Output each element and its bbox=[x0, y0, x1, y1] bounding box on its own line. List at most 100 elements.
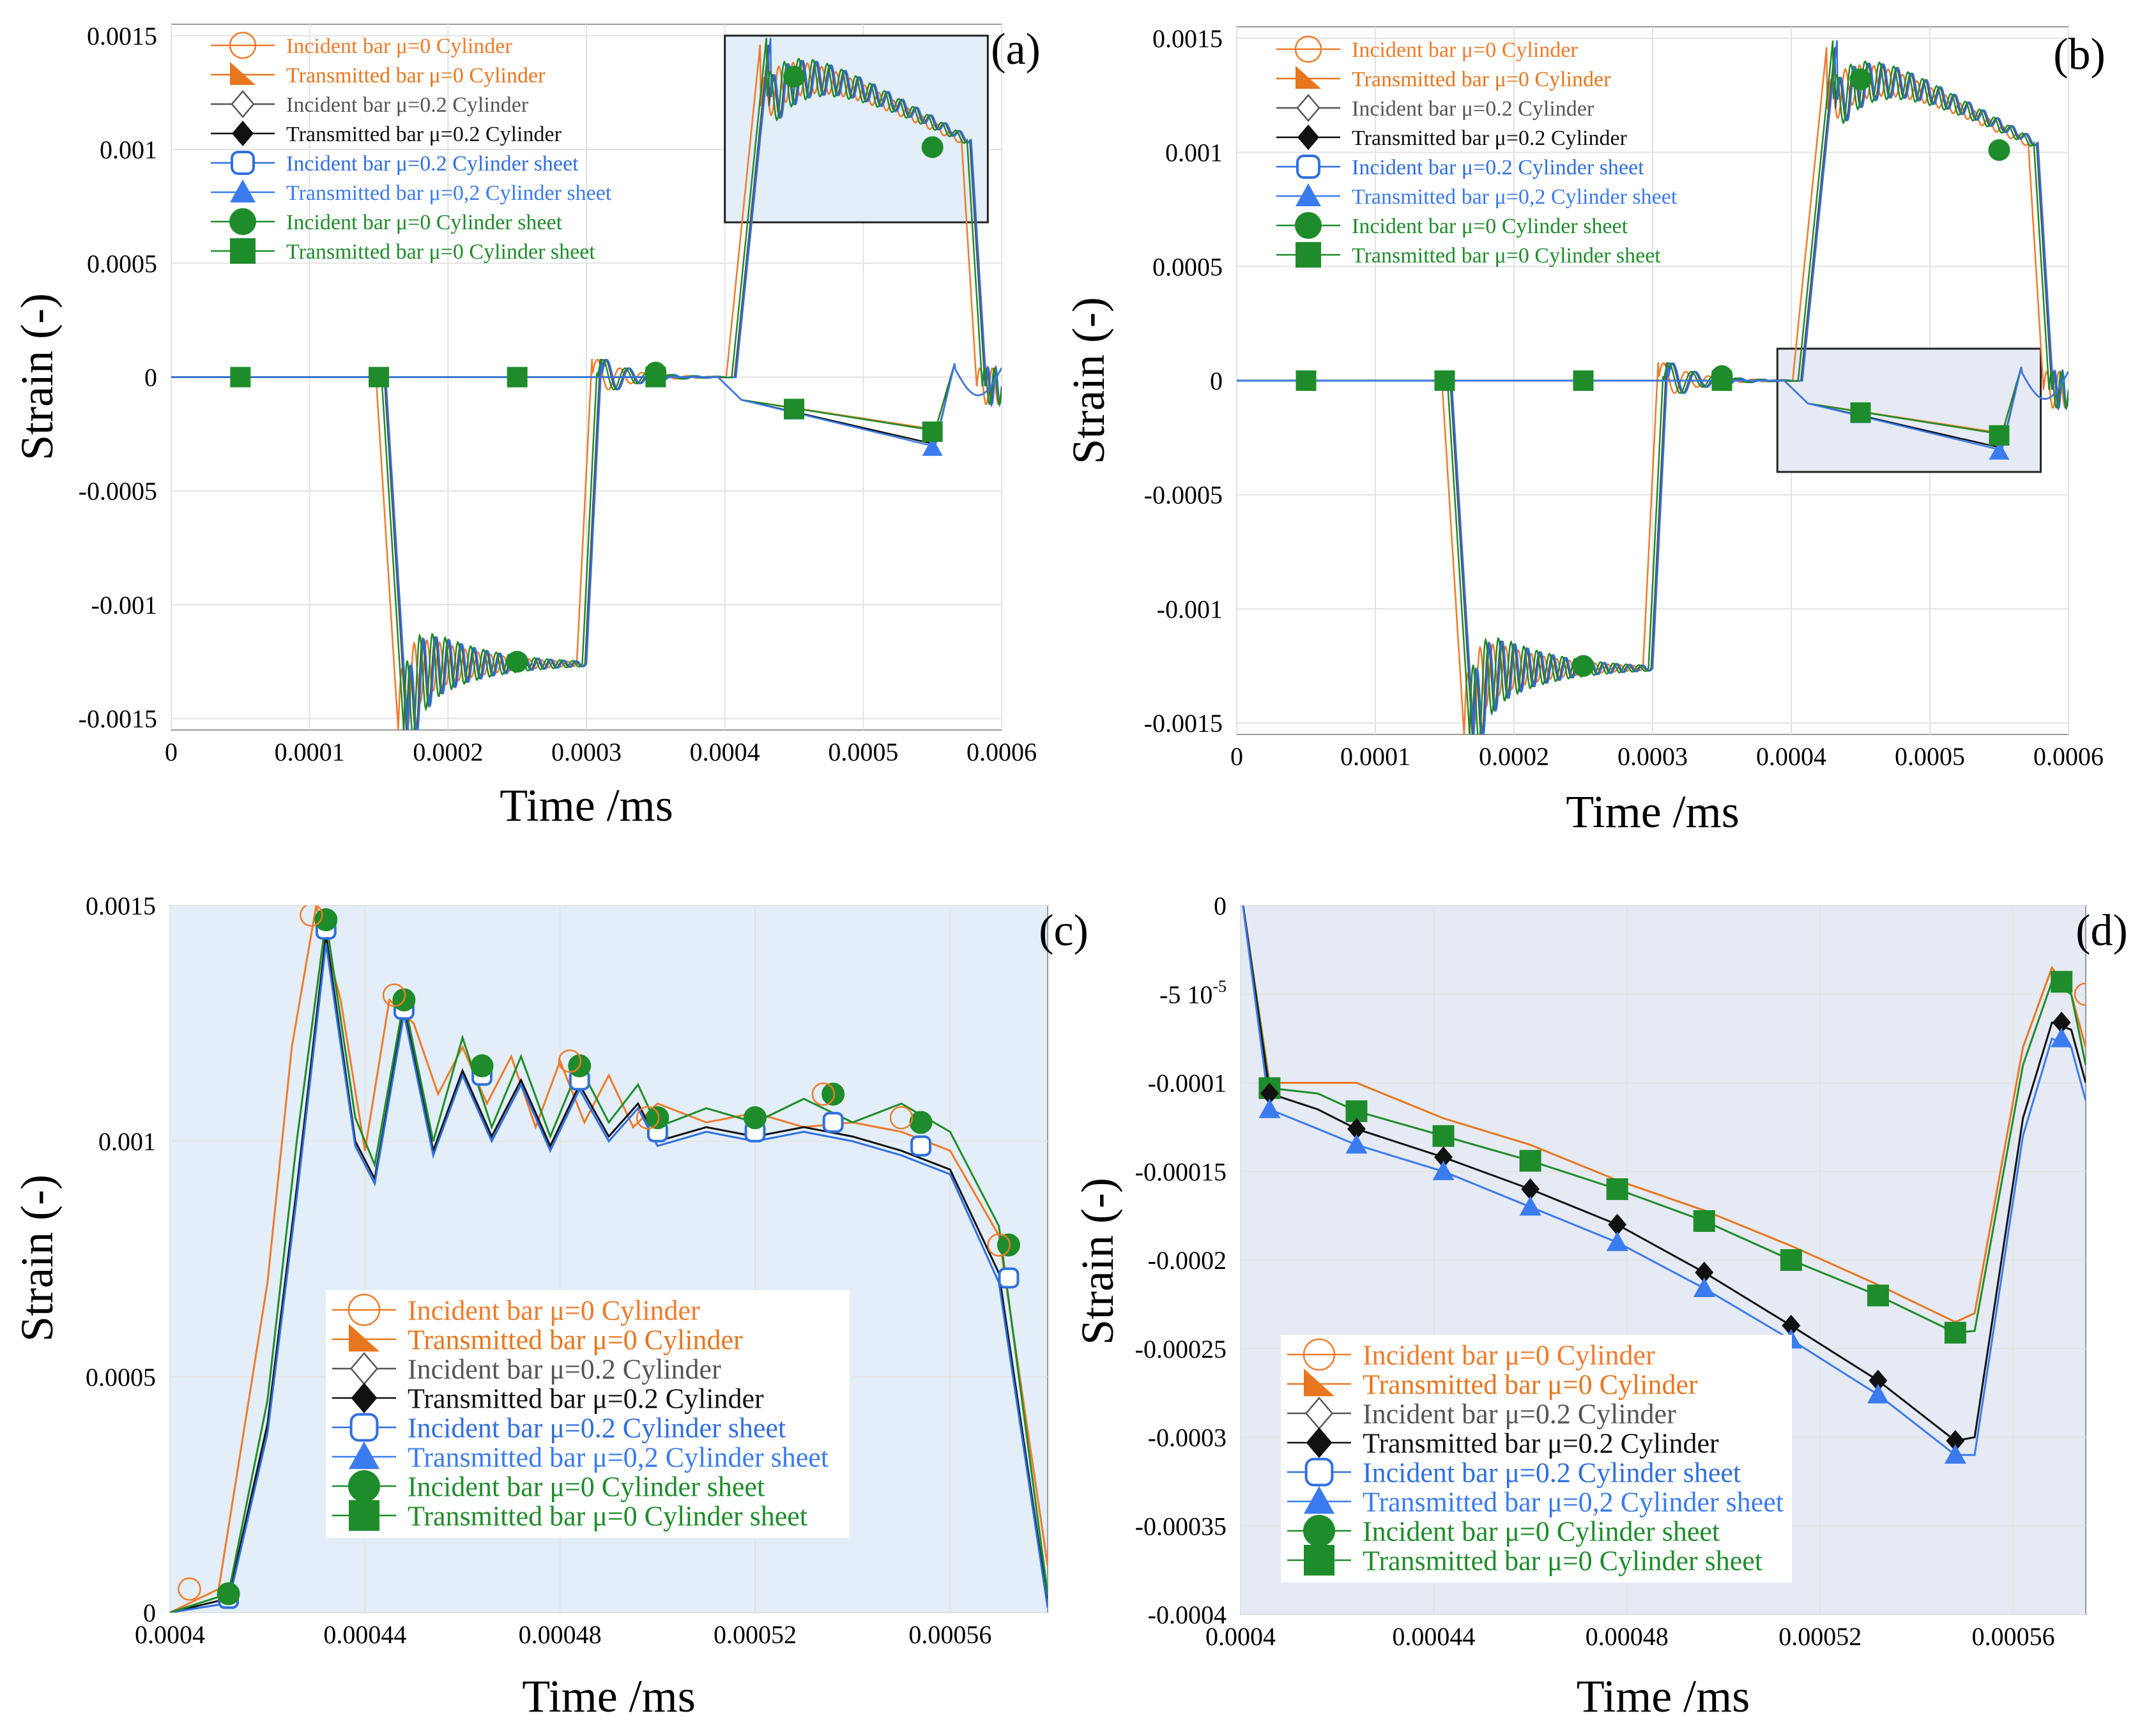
y-axis-label: Strain (-) bbox=[1063, 297, 1114, 464]
chart-panel-b: 0 0.0001 0.0002 0.0003 0.0004 0.0005 0.0006 0.0… bbox=[1063, 24, 2106, 837]
series-line-incs0 bbox=[1242, 906, 2086, 1334]
data-point-trs0 bbox=[1867, 1284, 1889, 1307]
legend-entry-trs0: Transmitted bar μ=0 Cylinder sheet bbox=[1287, 1545, 1762, 1576]
data-point-tr02 bbox=[1946, 1430, 1965, 1452]
y-axis-label: Strain (-) bbox=[11, 1174, 63, 1342]
chart-panel-d: 0.0004 0.00044 0.00048 0.00052 0.00056 0 -5 10… bbox=[1072, 892, 2128, 1722]
legend-marker-incs02 bbox=[1296, 155, 1320, 179]
data-point-inc0 bbox=[178, 1577, 201, 1601]
legend-label: Transmitted bar μ=0 Cylinder bbox=[286, 64, 546, 87]
legend-label: Incident bar μ=0 Cylinder sheet bbox=[1363, 1516, 1720, 1547]
y-tick-label: 0.001 bbox=[1165, 139, 1223, 167]
x-tick-label: 0.0002 bbox=[413, 738, 483, 766]
data-point-incs0 bbox=[506, 651, 528, 673]
legend-entry-tr0: Transmitted bar μ=0 Cylinder bbox=[1287, 1369, 1698, 1400]
legend-entry-trs02: Transmitted bar μ=0,2 Cylinder sheet bbox=[211, 179, 612, 205]
data-point-incs02 bbox=[910, 1135, 931, 1157]
data-point-tr02 bbox=[1260, 1082, 1279, 1105]
legend-entry-tr02: Transmitted bar μ=0.2 Cylinder bbox=[1276, 125, 1628, 150]
data-point-trs0 bbox=[369, 367, 389, 388]
data-point-tr02 bbox=[1608, 1213, 1627, 1236]
data-point-trs02 bbox=[1432, 1160, 1455, 1180]
legend-marker-incs0 bbox=[1295, 212, 1322, 239]
x-tick-label: 0.0001 bbox=[1340, 742, 1411, 771]
legend-marker-inc02 bbox=[231, 90, 255, 118]
legend-entry-incs0: Incident bar μ=0 Cylinder sheet bbox=[1276, 212, 1628, 239]
legend-marker-tr0 bbox=[230, 62, 256, 85]
data-point-incs02 bbox=[822, 1112, 844, 1133]
legend-marker-incs02 bbox=[231, 151, 255, 175]
legend-label: Incident bar μ=0 Cylinder bbox=[286, 34, 512, 58]
y-tick-label: -0.0015 bbox=[79, 704, 157, 733]
x-tick-label: 0.0005 bbox=[828, 738, 898, 766]
legend-label: Incident bar μ=0.2 Cylinder bbox=[1363, 1398, 1676, 1429]
data-point-inc0 bbox=[987, 1233, 1011, 1257]
legend-marker-incs02 bbox=[1304, 1457, 1334, 1487]
data-point-incs0 bbox=[909, 1111, 933, 1134]
y-tick-label: 0 bbox=[144, 363, 157, 392]
data-point-trs0 bbox=[2051, 971, 2073, 993]
y-axis-label: Strain (-) bbox=[1072, 1178, 1123, 1345]
y-tick-label: -0.0015 bbox=[1144, 709, 1223, 738]
legend-label: Transmitted bar μ=0,2 Cylinder sheet bbox=[286, 181, 612, 205]
x-axis-label: Time /ms bbox=[1577, 1671, 1750, 1722]
legend-entry-inc0: Incident bar μ=0 Cylinder bbox=[332, 1293, 700, 1326]
y-tick-label: -0.0003 bbox=[1148, 1424, 1227, 1452]
data-point-incs0 bbox=[744, 1106, 767, 1130]
legend: Incident bar μ=0 Cylinder Transmitted bar… bbox=[211, 31, 612, 264]
y-tick-label: -0.0005 bbox=[1144, 481, 1223, 510]
legend-entry-inc0: Incident bar μ=0 Cylinder bbox=[211, 31, 512, 59]
y-tick-label: -0.0004 bbox=[1148, 1600, 1227, 1629]
data-point-incs0 bbox=[997, 1233, 1020, 1257]
panel-label: (a) bbox=[991, 25, 1041, 74]
x-tick-label: 0.0001 bbox=[275, 738, 345, 766]
x-tick-label: 0.0004 bbox=[690, 738, 760, 766]
series-line-incs02 bbox=[170, 943, 1048, 1613]
legend-marker-inc0 bbox=[1303, 1338, 1336, 1371]
data-point-trs0 bbox=[1780, 1249, 1802, 1271]
legend-background bbox=[326, 1290, 850, 1538]
legend-entry-tr02: Transmitted bar μ=0.2 Cylinder bbox=[332, 1383, 764, 1414]
legend-label: Transmitted bar μ=0,2 Cylinder sheet bbox=[1363, 1486, 1784, 1517]
legend-entry-incs02: Incident bar μ=0.2 Cylinder sheet bbox=[1276, 155, 1644, 179]
y-tick-label: 0.001 bbox=[98, 1127, 156, 1156]
x-tick-label: 0 bbox=[1230, 742, 1243, 771]
x-tick-label: 0.0003 bbox=[551, 738, 622, 766]
data-point-inc0 bbox=[889, 1105, 914, 1130]
data-point-trs0 bbox=[784, 399, 804, 420]
x-tick-label: 0.0005 bbox=[1895, 742, 1965, 771]
legend-label: Transmitted bar μ=0.2 Cylinder bbox=[1352, 126, 1628, 150]
legend-label: Transmitted bar μ=0 Cylinder sheet bbox=[1363, 1545, 1762, 1576]
legend-label: Transmitted bar μ=0 Cylinder bbox=[408, 1324, 743, 1355]
zoom-region-box bbox=[724, 34, 989, 224]
legend-entry-inc0: Incident bar μ=0 Cylinder bbox=[1276, 35, 1578, 63]
legend-label: Incident bar μ=0.2 Cylinder sheet bbox=[1352, 156, 1644, 179]
legend-entry-trs0: Transmitted bar μ=0 Cylinder sheet bbox=[1276, 242, 1661, 268]
series-line-trs02 bbox=[171, 363, 1002, 448]
legend-label: Incident bar μ=0.2 Cylinder bbox=[408, 1353, 721, 1385]
data-point-trs0 bbox=[922, 422, 943, 443]
series-line-trs02 bbox=[1237, 367, 2068, 452]
series-group bbox=[1242, 906, 2086, 1464]
x-tick-label: 0.00044 bbox=[1392, 1622, 1475, 1651]
legend-marker-incs02 bbox=[349, 1413, 379, 1442]
data-point-tr02 bbox=[1521, 1178, 1540, 1200]
data-point-incs0 bbox=[314, 908, 338, 932]
series-group bbox=[1237, 40, 2068, 734]
x-tick-label: 0.00048 bbox=[1586, 1622, 1669, 1651]
x-tick-label: 0.00044 bbox=[323, 1620, 406, 1649]
legend-marker-incs0 bbox=[229, 208, 256, 235]
data-point-trs0 bbox=[1606, 1178, 1628, 1200]
legend-entry-incs02: Incident bar μ=0.2 Cylinder sheet bbox=[332, 1412, 786, 1443]
y-tick-label: 0.0015 bbox=[86, 892, 156, 920]
data-point-trs02 bbox=[1606, 1231, 1628, 1251]
x-axis-label: Time /ms bbox=[500, 780, 673, 831]
data-point-inc0 bbox=[811, 1082, 836, 1106]
series-group bbox=[170, 906, 1048, 1613]
legend-label: Transmitted bar μ=0,2 Cylinder sheet bbox=[1352, 185, 1678, 209]
data-point-incs0 bbox=[783, 65, 805, 87]
data-point-tr02 bbox=[1434, 1146, 1453, 1169]
x-tick-label: 0.0003 bbox=[1617, 742, 1688, 771]
y-tick-label: -0.0005 bbox=[79, 477, 157, 506]
